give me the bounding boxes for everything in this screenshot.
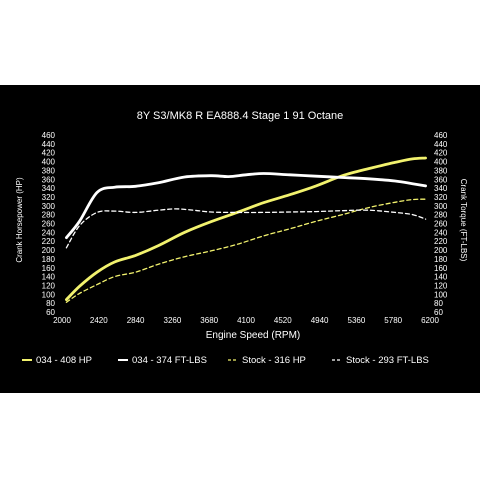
y-tick-label-right: 240 <box>434 228 448 237</box>
x-tick-label: 4940 <box>311 316 329 325</box>
y-tick-label-right: 400 <box>434 158 448 167</box>
dyno-chart: 8Y S3/MK8 R EA888.4 Stage 1 91 Octane 20… <box>15 110 468 366</box>
y-tick-label-right: 320 <box>434 193 448 202</box>
y-tick-label-right: 420 <box>434 149 448 158</box>
series-line-034-374-ft-lbs <box>65 172 427 240</box>
series-line-stock-293-ft-lbs <box>65 208 427 249</box>
y-tick-label-left: 320 <box>42 193 56 202</box>
chart-title: 8Y S3/MK8 R EA888.4 Stage 1 91 Octane <box>137 110 344 122</box>
x-tick-label: 4520 <box>274 316 292 325</box>
x-tick-label: 5780 <box>384 316 402 325</box>
y-tick-label-left: 400 <box>42 158 56 167</box>
y-axis-label-right: Crank Torque (FT-LBS) <box>459 179 468 262</box>
y-tick-label-left: 80 <box>46 299 55 308</box>
x-tick-label: 2420 <box>90 316 108 325</box>
y-tick-label-right: 300 <box>434 202 448 211</box>
y-tick-label-left: 140 <box>42 273 56 282</box>
y-tick-label-left: 160 <box>42 264 56 273</box>
x-tick-label: 5360 <box>348 316 366 325</box>
y-tick-label-left: 260 <box>42 220 56 229</box>
y-tick-label-left: 100 <box>42 290 56 299</box>
legend-entry-034-408-hp: 034 - 408 HP <box>36 355 92 366</box>
x-tick-label: 3680 <box>200 316 218 325</box>
y-tick-label-right: 80 <box>434 299 443 308</box>
y-tick-label-left: 460 <box>42 131 56 140</box>
y-tick-label-right: 100 <box>434 290 448 299</box>
y-tick-label-left: 300 <box>42 202 56 211</box>
y-tick-label-right: 60 <box>434 308 443 317</box>
x-tick-label: 3260 <box>164 316 182 325</box>
y-tick-label-left: 220 <box>42 237 56 246</box>
y-tick-label-left: 340 <box>42 184 56 193</box>
y-tick-label-left: 380 <box>42 166 56 175</box>
y-tick-label-right: 460 <box>434 131 448 140</box>
y-tick-label-left: 420 <box>42 149 56 158</box>
y-tick-label-left: 60 <box>46 308 55 317</box>
y-tick-label-left: 120 <box>42 281 56 290</box>
y-tick-label-left: 360 <box>42 175 56 184</box>
chart-panel: 8Y S3/MK8 R EA888.4 Stage 1 91 Octane 20… <box>0 85 480 393</box>
x-tick-label: 6200 <box>421 316 439 325</box>
y-tick-label-left: 440 <box>42 140 56 149</box>
series-line-stock-316-hp <box>65 198 427 303</box>
y-tick-label-right: 260 <box>434 220 448 229</box>
y-tick-label-right: 380 <box>434 166 448 175</box>
y-axis-label-left: Crank Horsepower (HP) <box>15 177 24 263</box>
x-tick-label: 4100 <box>237 316 255 325</box>
y-tick-label-right: 200 <box>434 246 448 255</box>
y-tick-label-right: 340 <box>434 184 448 193</box>
x-tick-label: 2840 <box>127 316 145 325</box>
y-tick-label-left: 240 <box>42 228 56 237</box>
x-tick-label: 2000 <box>53 316 71 325</box>
x-axis-label: Engine Speed (RPM) <box>206 330 301 341</box>
legend-entry-stock-293-ft-lbs: Stock - 293 FT-LBS <box>346 355 429 366</box>
y-tick-label-right: 160 <box>434 264 448 273</box>
y-tick-label-left: 180 <box>42 255 56 264</box>
y-tick-label-right: 280 <box>434 211 448 220</box>
y-tick-label-right: 120 <box>434 281 448 290</box>
y-tick-label-left: 280 <box>42 211 56 220</box>
y-tick-label-right: 220 <box>434 237 448 246</box>
legend-entry-stock-316-hp: Stock - 316 HP <box>242 355 306 366</box>
y-tick-label-right: 140 <box>434 273 448 282</box>
y-tick-label-right: 180 <box>434 255 448 264</box>
legend: 034 - 408 HP 034 - 374 FT-LBS Stock - 316 … <box>22 355 429 366</box>
y-tick-label-right: 440 <box>434 140 448 149</box>
y-tick-label-right: 360 <box>434 175 448 184</box>
legend-entry-034-374-ft-lbs: 034 - 374 FT-LBS <box>132 355 207 366</box>
y-tick-label-left: 200 <box>42 246 56 255</box>
